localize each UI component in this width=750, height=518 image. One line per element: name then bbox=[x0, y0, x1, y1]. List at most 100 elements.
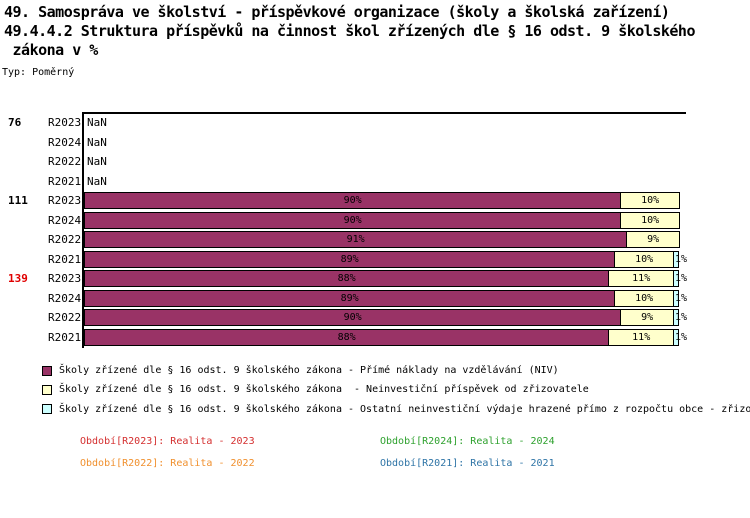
chart-type-label: Typ: Poměrný bbox=[2, 67, 75, 78]
chart-row: 111 R2023 90% 10% bbox=[0, 191, 750, 211]
segment-value-label: 90% bbox=[343, 214, 362, 226]
chart-axis-top-line bbox=[82, 112, 686, 114]
legend-row: Školy zřízené dle § 16 odst. 9 školského… bbox=[0, 380, 750, 399]
segment-value-label: 90% bbox=[343, 195, 362, 206]
period-legend-label: Období[R2024]: Realita - 2024 bbox=[380, 436, 555, 447]
segment-value-label: 1% bbox=[675, 312, 688, 323]
page-subtitle-continued: zákona v % bbox=[4, 41, 99, 59]
chart-row: R2022 91% 9% bbox=[0, 230, 750, 250]
bar-segment: 1% bbox=[673, 250, 687, 268]
legend-label: Školy zřízené dle § 16 odst. 9 školského… bbox=[59, 403, 750, 415]
bar-segment: 10% bbox=[614, 250, 675, 268]
legend-swatch bbox=[42, 365, 52, 376]
segment-value-label: 11% bbox=[632, 273, 651, 284]
period-label: R2021 bbox=[48, 252, 82, 266]
period-legend-label: Období[R2022]: Realita - 2022 bbox=[80, 458, 255, 469]
stacked-bar: 89% 10% 1% bbox=[84, 289, 687, 307]
stacked-bar: 90% 9% 1% bbox=[84, 309, 687, 326]
bar-segment: 11% bbox=[608, 328, 675, 346]
nan-value-label: NaN bbox=[87, 174, 107, 188]
bar-segment: 90% bbox=[84, 211, 622, 229]
bar-area: 90% 9% 1% bbox=[84, 308, 687, 328]
segment-value-label: 89% bbox=[340, 253, 359, 265]
period-label: R2024 bbox=[48, 135, 82, 149]
chart-row: R2022 NaN bbox=[0, 152, 750, 172]
nan-value-label: NaN bbox=[87, 155, 107, 168]
chart-row: R2021 NaN bbox=[0, 172, 750, 192]
period-label: R2021 bbox=[48, 174, 82, 188]
chart-axis-left-line bbox=[82, 112, 84, 348]
bar-segment: 10% bbox=[620, 192, 680, 209]
bar-segment: 1% bbox=[673, 328, 687, 346]
segment-value-label: 9% bbox=[641, 312, 654, 323]
group-label: 139 bbox=[8, 272, 28, 286]
bar-area: NaN bbox=[84, 113, 684, 133]
bar-area: 89% 10% 1% bbox=[84, 289, 687, 309]
legend-row: Školy zřízené dle § 16 odst. 9 školského… bbox=[0, 361, 750, 380]
legend-swatch bbox=[42, 404, 52, 415]
bar-segment: 91% bbox=[84, 231, 628, 248]
legend-row: Školy zřízené dle § 16 odst. 9 školského… bbox=[0, 400, 750, 419]
segment-value-label: 1% bbox=[675, 292, 688, 304]
nan-value-label: NaN bbox=[87, 135, 107, 149]
stacked-bar: 88% 11% 1% bbox=[84, 328, 687, 346]
bar-area: NaN bbox=[84, 133, 684, 153]
stacked-bar: 88% 11% 1% bbox=[84, 270, 687, 287]
group-label: 76 bbox=[8, 116, 22, 130]
segment-value-label: 10% bbox=[635, 253, 654, 265]
periods-legend: Období[R2023]: Realita - 2023 Období[R202… bbox=[0, 430, 750, 490]
chart-row: R2022 90% 9% 1% bbox=[0, 308, 750, 328]
bar-segment: 1% bbox=[673, 270, 687, 287]
period-label: R2024 bbox=[48, 291, 82, 305]
stacked-bar: 90% 10% bbox=[84, 211, 681, 229]
bar-area: 88% 11% 1% bbox=[84, 269, 687, 289]
page-subtitle: 49.4.4.2 Struktura příspěvků na činnost … bbox=[4, 22, 696, 40]
stacked-bar-chart: 76 R2023 NaN R2024 NaN R2022 NaN R2021 NaN 111 R20… bbox=[0, 112, 750, 348]
period-label: R2023 bbox=[48, 194, 82, 208]
bar-segment: 11% bbox=[608, 270, 675, 287]
segment-value-label: 11% bbox=[632, 331, 651, 343]
period-label: R2023 bbox=[48, 272, 82, 286]
bar-segment: 10% bbox=[620, 211, 680, 229]
chart-row: R2021 88% 11% 1% bbox=[0, 328, 750, 348]
segment-value-label: 1% bbox=[675, 331, 688, 343]
segment-value-label: 10% bbox=[641, 195, 660, 206]
chart-row: R2024 89% 10% 1% bbox=[0, 289, 750, 309]
group-label: 111 bbox=[8, 194, 28, 208]
bar-segment: 89% bbox=[84, 250, 616, 268]
segment-value-label: 91% bbox=[346, 234, 365, 245]
bar-area: 91% 9% bbox=[84, 230, 684, 250]
bar-area: 89% 10% 1% bbox=[84, 250, 687, 270]
bar-area: NaN bbox=[84, 152, 684, 172]
series-legend: Školy zřízené dle § 16 odst. 9 školského… bbox=[0, 361, 750, 419]
period-label: R2023 bbox=[48, 116, 82, 130]
period-legend-label: Období[R2021]: Realita - 2021 bbox=[380, 458, 555, 469]
period-label: R2022 bbox=[48, 233, 82, 247]
bar-segment: 9% bbox=[620, 309, 675, 326]
period-label: R2022 bbox=[48, 311, 82, 325]
chart-rows: 76 R2023 NaN R2024 NaN R2022 NaN R2021 NaN 111 R20… bbox=[0, 113, 750, 347]
stacked-bar: 90% 10% bbox=[84, 192, 681, 209]
bar-segment: 90% bbox=[84, 309, 622, 326]
segment-value-label: 10% bbox=[635, 292, 654, 304]
period-label: R2022 bbox=[48, 155, 82, 169]
period-label: R2024 bbox=[48, 213, 82, 227]
nan-value-label: NaN bbox=[87, 116, 107, 129]
segment-value-label: 90% bbox=[343, 312, 362, 323]
bar-area: 90% 10% bbox=[84, 191, 684, 211]
chart-row: 76 R2023 NaN bbox=[0, 113, 750, 133]
period-label: R2021 bbox=[48, 330, 82, 344]
bar-area: NaN bbox=[84, 172, 684, 192]
segment-value-label: 1% bbox=[675, 253, 688, 265]
stacked-bar: 91% 9% bbox=[84, 231, 681, 248]
segment-value-label: 9% bbox=[647, 234, 660, 245]
bar-segment: 88% bbox=[84, 328, 610, 346]
segment-value-label: 88% bbox=[337, 331, 356, 343]
bar-area: 90% 10% bbox=[84, 211, 684, 231]
legend-swatch bbox=[42, 384, 52, 395]
bar-area: 88% 11% 1% bbox=[84, 328, 687, 348]
bar-segment: 1% bbox=[673, 309, 687, 326]
chart-row: 139 R2023 88% 11% 1% bbox=[0, 269, 750, 289]
bar-segment: 89% bbox=[84, 289, 616, 307]
